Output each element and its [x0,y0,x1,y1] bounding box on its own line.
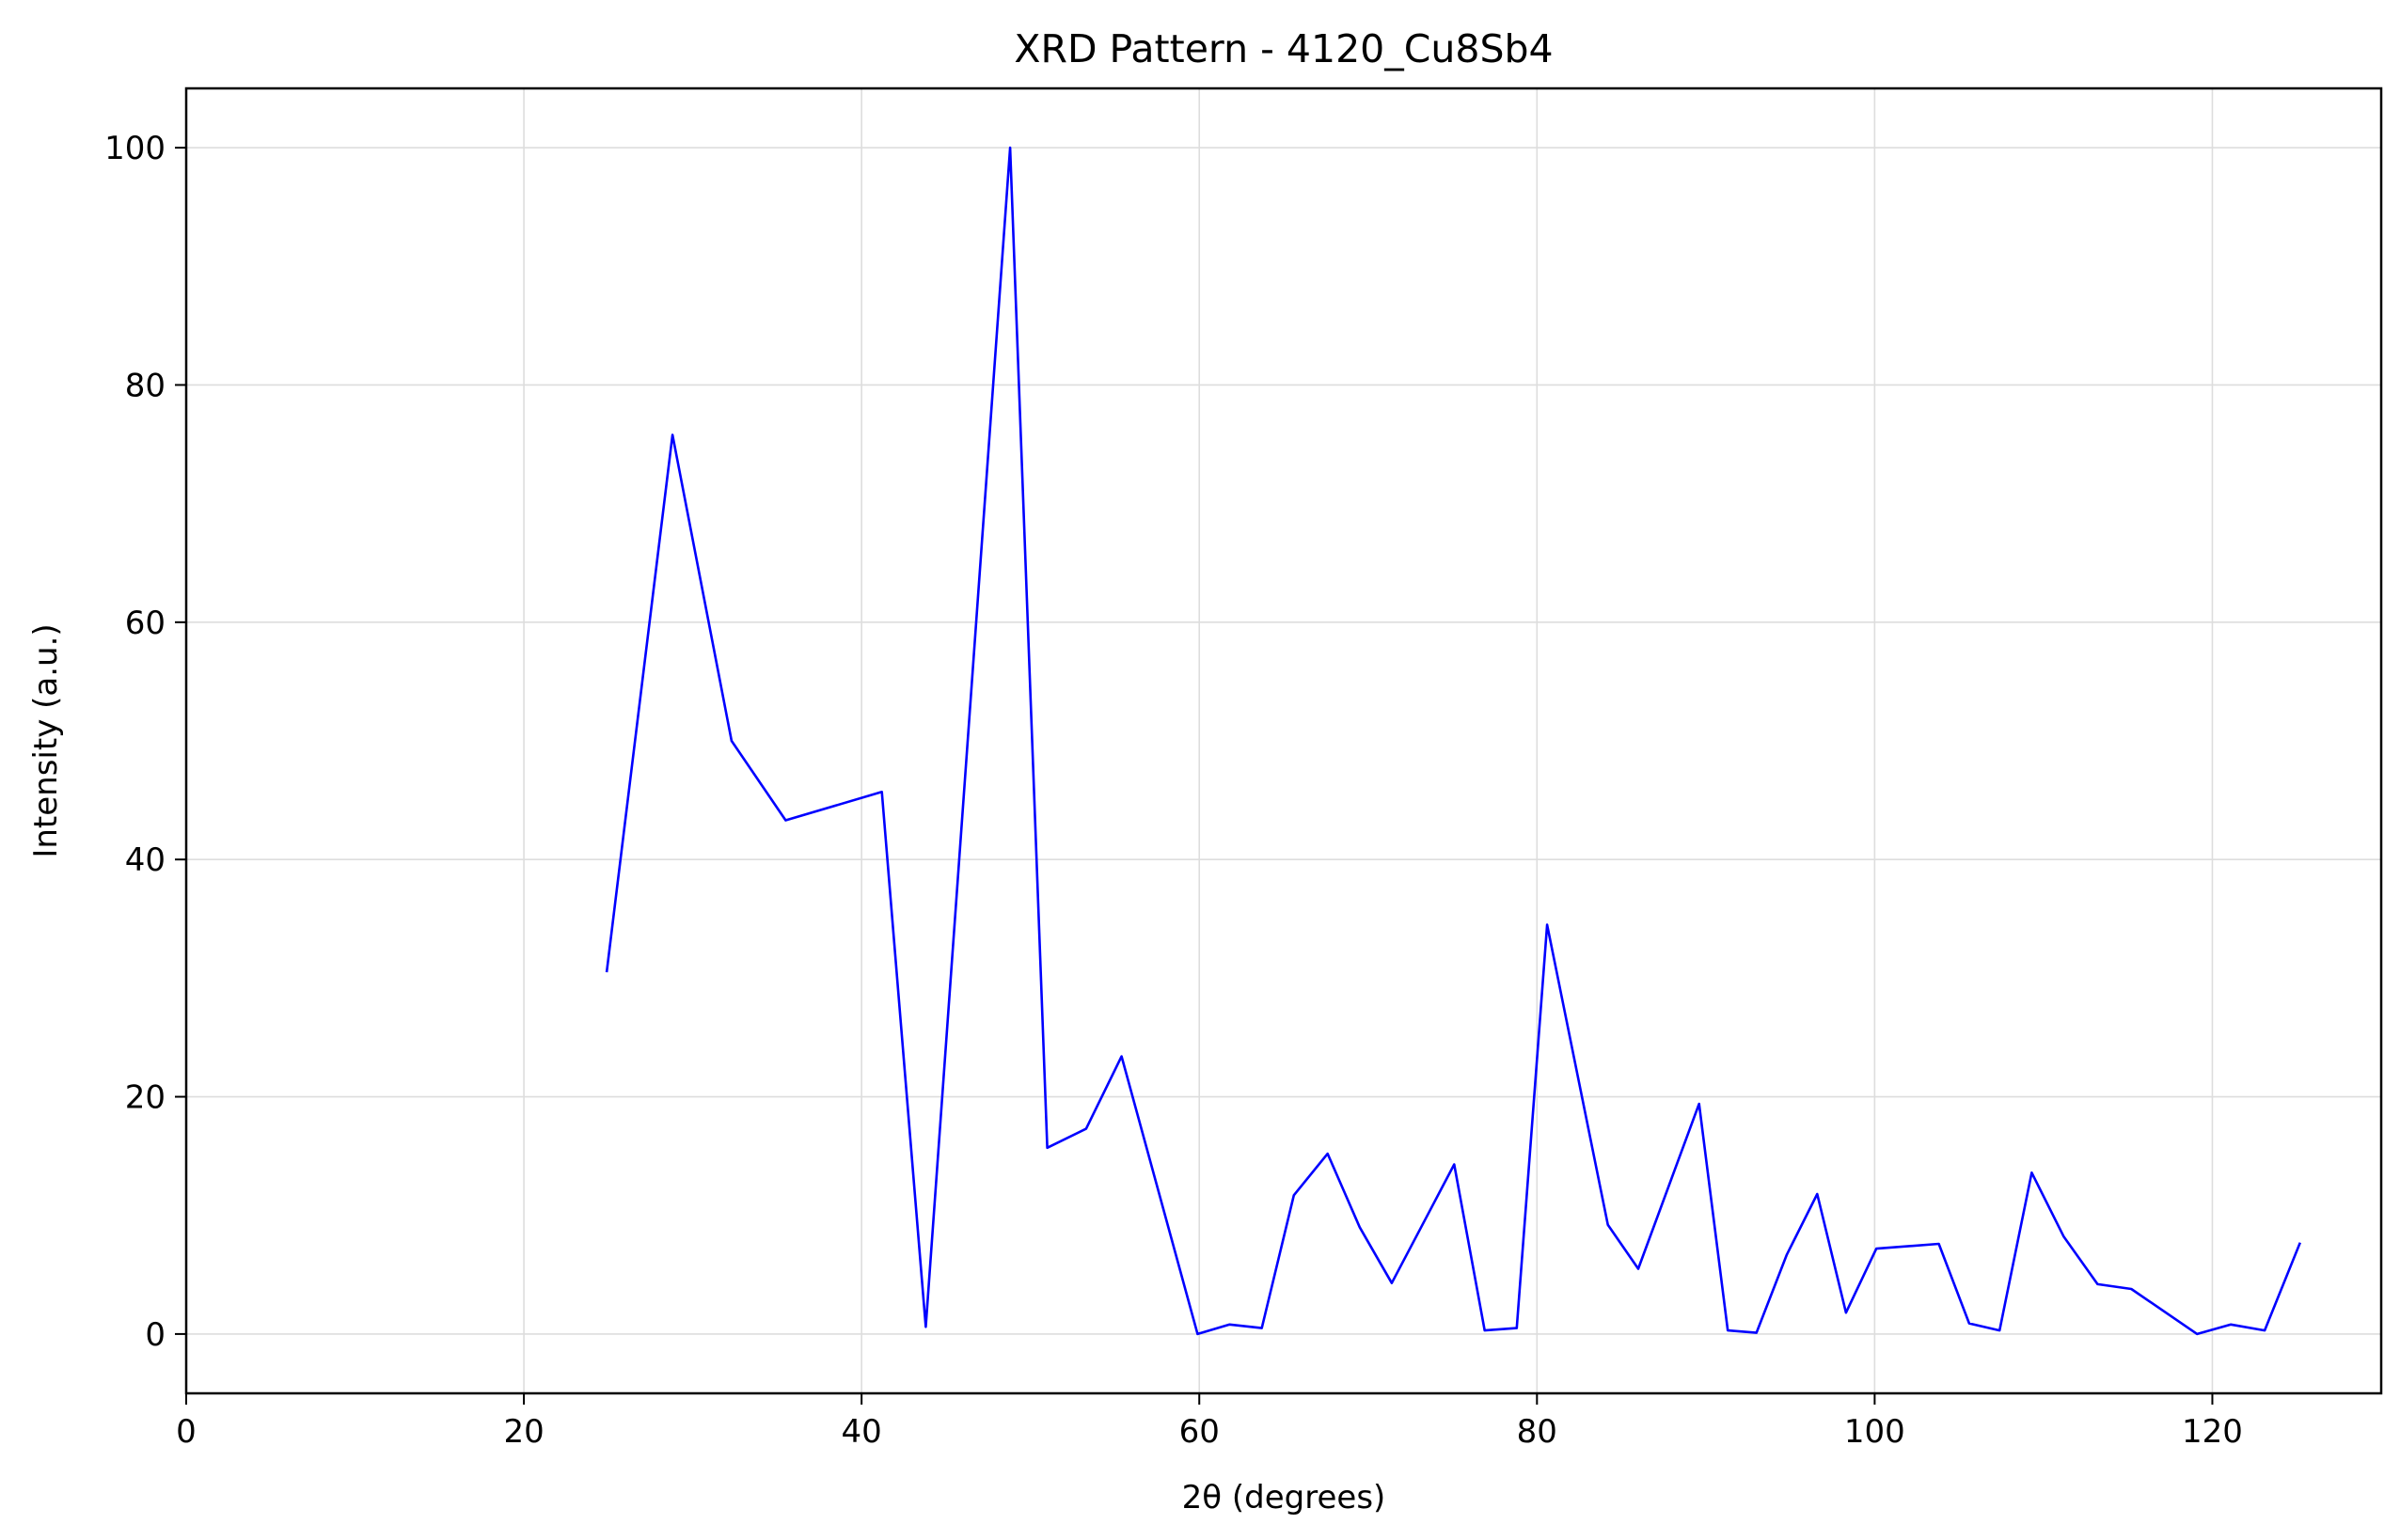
data-series [605,146,2302,1336]
grid-lines [185,88,2381,1393]
y-axis-label: Intensity (a.u.) [27,623,65,857]
series-line [605,146,2302,1336]
y-tick-label: 100 [104,130,166,167]
plot-frame [184,86,2383,1395]
chart-title: XRD Pattern - 4120_Cu8Sb4 [1014,26,1553,71]
y-tick-label: 60 [125,605,166,642]
x-tick-label: 100 [1844,1413,1905,1451]
x-tick-label: 120 [2182,1413,2243,1451]
axis-ticks: 0 20 40 60 80 100 120 0 20 40 60 80 100 [104,130,2243,1451]
x-axis-label: 2θ (degrees) [1182,1479,1386,1516]
x-tick-label: 20 [503,1413,544,1451]
x-tick-label: 0 [176,1413,197,1451]
x-tick-label: 40 [842,1413,882,1451]
y-tick-label: 20 [125,1079,166,1117]
y-tick-label: 0 [145,1316,166,1354]
y-tick-label: 40 [125,841,166,879]
y-tick-label: 80 [125,367,166,404]
x-tick-label: 60 [1179,1413,1220,1451]
x-tick-label: 80 [1517,1413,1557,1451]
